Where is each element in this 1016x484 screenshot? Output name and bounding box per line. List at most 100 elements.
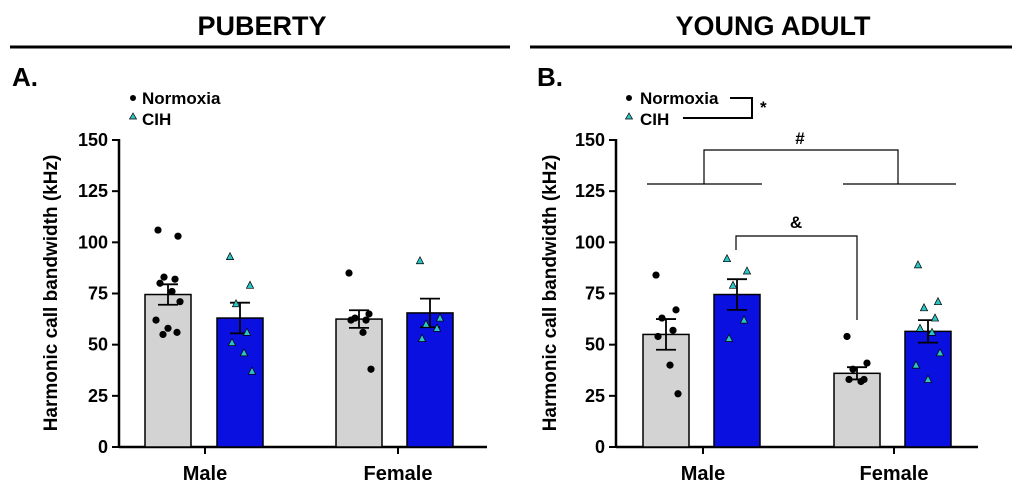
data-point-cih [432,323,442,332]
data-point-cih [231,298,241,308]
y-tick-label: 75 [88,284,108,304]
data-point-cih [722,253,732,263]
data-point-cih [742,266,752,275]
data-point-normoxia [347,316,355,324]
data-point-normoxia [176,298,184,306]
panel-b-label: B. [537,62,563,92]
data-point-normoxia [154,226,162,234]
female-vs-male-cih-bracket [735,235,858,320]
data-point-cih [913,260,923,269]
data-point-cih [930,313,940,322]
y-tick-label: 125 [78,181,108,201]
bar-normoxia-female [833,372,881,448]
data-point-normoxia [168,287,176,296]
data-point-cih [417,333,427,342]
data-point-cih [227,337,237,346]
panel-a: PUBERTY A. Normoxia CIH Harmonic call ba… [10,11,510,484]
data-point-normoxia [359,328,367,336]
legend-significance-mark: * [760,98,767,117]
x-category-label: Male [183,463,227,484]
y-tick-label: 25 [585,386,605,406]
data-point-normoxia [171,275,179,283]
legend-significance-bracket [683,97,753,119]
data-point-normoxia [152,316,160,324]
data-point-normoxia [367,365,375,373]
panel-b: YOUNG ADULT B. Normoxia CIH * Harmonic c… [530,11,1012,484]
data-point-cih [435,313,445,322]
bar-normoxia-male [642,333,690,448]
bar-cih-male [713,293,761,448]
sex-effect-bracket [647,149,956,185]
data-point-cih [923,374,933,383]
legend-cih-marker [128,112,138,120]
data-point-normoxia [845,375,853,384]
data-point-cih [915,323,925,332]
data-point-normoxia [674,390,682,398]
data-point-normoxia [654,332,662,341]
bar-normoxia-female [335,318,383,448]
data-point-normoxia [849,365,857,373]
data-point-normoxia [669,326,677,334]
panel-b-bars [642,253,952,448]
data-point-normoxia [843,332,851,341]
panel-a-bars [144,226,454,448]
data-point-cih [225,251,235,261]
bar-cih-female [406,312,454,448]
legend-normoxia-label: Normoxia [142,89,221,108]
panel-a-label: A. [12,62,38,92]
data-point-normoxia [365,310,373,318]
data-point-cih [242,327,252,336]
x-category-label: Male [681,463,725,484]
y-tick-label: 0 [98,437,108,457]
data-point-cih [927,327,937,336]
data-point-normoxia [863,359,871,367]
y-tick-label: 100 [575,232,605,252]
panel-b-comparisons: # & [647,129,956,320]
y-tick-label: 50 [585,335,605,355]
legend-cih-label: CIH [142,110,171,129]
data-point-cih [415,255,425,265]
y-tick-label: 75 [585,284,605,304]
y-tick-label: 100 [78,232,108,252]
data-point-normoxia [362,316,370,324]
data-point-cih [728,280,738,289]
bar-cih-male [216,317,264,448]
y-tick-label: 150 [78,130,108,150]
legend-normoxia-marker [626,95,632,101]
data-point-cih [245,280,255,289]
data-point-normoxia [666,361,674,369]
data-point-cih [421,319,431,328]
panel-b-y-axis-label: Harmonic call bandwidth (kHz) [540,155,561,432]
panel-a-legend: Normoxia CIH [128,89,221,129]
data-point-cih [739,315,749,324]
legend-normoxia-label: Normoxia [640,89,719,108]
y-tick-label: 150 [575,130,605,150]
legend-cih-label: CIH [640,110,669,129]
data-point-normoxia [857,377,865,386]
legend-normoxia-marker [130,95,136,101]
data-point-normoxia [652,271,660,279]
data-point-cih [724,333,734,342]
data-point-normoxia [173,328,181,336]
data-point-normoxia [672,306,680,314]
data-point-cih [935,348,945,357]
data-point-normoxia [345,269,353,277]
data-point-normoxia [160,273,168,281]
data-point-normoxia [159,330,167,339]
data-point-cih [911,360,921,369]
panel-b-legend: Normoxia CIH * [624,89,767,129]
legend-cih-marker [624,112,634,120]
data-point-normoxia [174,232,182,240]
y-tick-label: 25 [88,386,108,406]
x-category-label: Female [364,463,433,484]
bar-cih-female [904,330,952,448]
sex-effect-mark: # [795,129,805,148]
x-category-label: Female [860,463,929,484]
panel-a-y-axis-label: Harmonic call bandwidth (kHz) [41,155,62,432]
y-tick-label: 125 [575,181,605,201]
data-point-cih [919,303,929,312]
bar-normoxia-male [144,293,192,448]
data-point-cih [247,366,257,375]
data-point-normoxia [164,324,172,332]
